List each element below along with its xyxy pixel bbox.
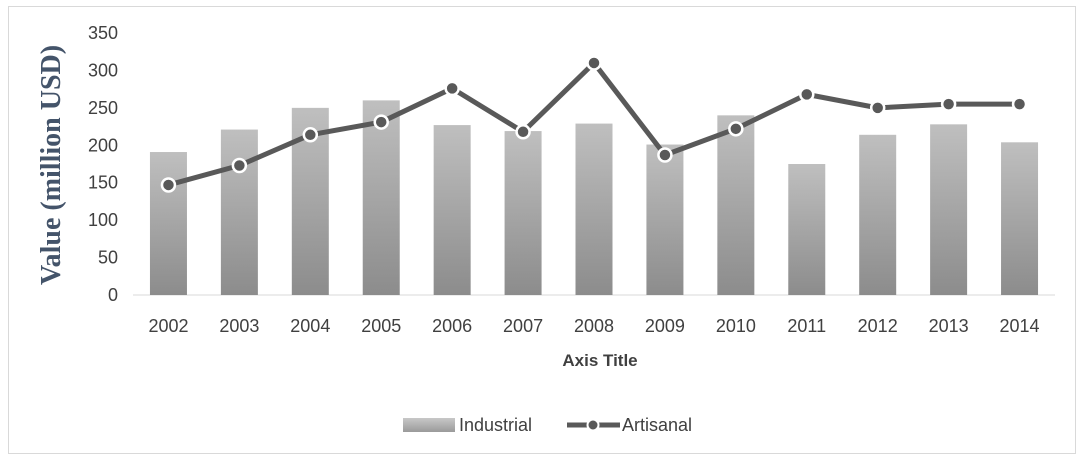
bar-industrial bbox=[717, 115, 755, 295]
bar-industrial bbox=[788, 164, 826, 295]
legend-swatch-industrial bbox=[403, 418, 455, 432]
point-artisanal bbox=[231, 157, 248, 174]
x-tick-label: 2014 bbox=[1000, 316, 1040, 336]
bar-industrial bbox=[504, 131, 542, 295]
y-tick-label: 350 bbox=[88, 23, 118, 43]
bar-industrial bbox=[433, 125, 471, 296]
point-artisanal bbox=[940, 96, 957, 112]
point-artisanal bbox=[1011, 96, 1028, 112]
bar-industrial bbox=[220, 129, 258, 295]
bar-industrial bbox=[859, 134, 897, 295]
x-tick-label: 2006 bbox=[432, 316, 472, 336]
bar-industrial bbox=[1001, 142, 1039, 295]
x-tick-label: 2009 bbox=[645, 316, 685, 336]
point-artisanal bbox=[728, 121, 744, 137]
legend-label-artisanal: Artisanal bbox=[622, 415, 692, 435]
bar-industrial bbox=[575, 123, 613, 295]
point-artisanal bbox=[869, 100, 886, 116]
x-tick-label: 2007 bbox=[503, 316, 543, 336]
y-tick-label: 0 bbox=[108, 285, 118, 305]
y-tick-label: 250 bbox=[88, 98, 118, 118]
point-artisanal bbox=[515, 124, 531, 140]
x-tick-label: 2005 bbox=[361, 316, 401, 336]
bar-industrial bbox=[646, 144, 684, 295]
y-tick-label: 100 bbox=[88, 210, 118, 230]
point-artisanal bbox=[657, 147, 673, 163]
y-tick-label: 300 bbox=[88, 60, 118, 80]
point-artisanal bbox=[586, 55, 602, 71]
point-artisanal bbox=[799, 86, 815, 103]
x-tick-label: 2003 bbox=[219, 316, 259, 336]
x-tick-label: 2013 bbox=[929, 316, 969, 336]
y-tick-label: 50 bbox=[98, 248, 118, 268]
legend-marker-artisanal bbox=[586, 418, 600, 432]
x-tick-label: 2012 bbox=[858, 316, 898, 336]
bar-industrial bbox=[149, 152, 187, 295]
point-artisanal bbox=[302, 127, 319, 143]
point-artisanal bbox=[373, 114, 389, 130]
x-tick-label: 2010 bbox=[716, 316, 756, 336]
x-tick-label: 2002 bbox=[148, 316, 188, 336]
x-axis-title: Axis Title bbox=[562, 351, 637, 370]
x-tick-label: 2008 bbox=[574, 316, 614, 336]
plot-area: 0 50 100 150 200 250 300 350 2002 2003 2004 2005 200… bbox=[88, 23, 1055, 336]
legend-label-industrial: Industrial bbox=[459, 415, 532, 435]
bar-industrial bbox=[930, 124, 968, 295]
x-tick-label: 2011 bbox=[787, 316, 826, 336]
legend: Industrial Artisanal bbox=[403, 415, 692, 435]
y-axis-title: Value (million USD) bbox=[36, 45, 67, 285]
y-tick-label: 150 bbox=[88, 173, 118, 193]
point-artisanal bbox=[444, 80, 460, 97]
x-tick-label: 2004 bbox=[290, 316, 330, 336]
bar-industrial bbox=[362, 100, 400, 295]
y-tick-label: 200 bbox=[88, 135, 118, 155]
point-artisanal bbox=[160, 177, 177, 193]
